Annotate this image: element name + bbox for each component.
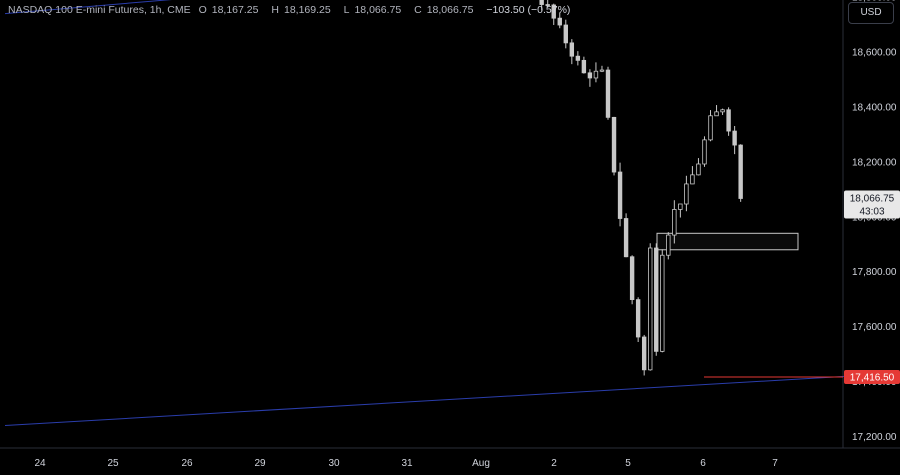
candle-body [738,144,743,199]
x-tick-label: 5 [625,458,631,469]
currency-button[interactable]: USD [848,2,894,24]
bar-countdown-label: 43:03 [859,206,884,217]
candle-body [563,24,568,44]
candle-body [696,163,701,176]
red-price-tag-2 [844,370,900,385]
y-tick-label: 18,800.00 [852,0,897,4]
candle-body [702,139,707,165]
x-tick-label: 7 [772,458,778,469]
candle-body [690,174,695,185]
y-tick-label: 17,800.00 [852,267,897,278]
y-tick-label: 17,200.00 [852,432,897,443]
last-price-tag [844,190,900,219]
candle-body [569,42,575,57]
high-value: 18,169.25 [283,4,331,16]
candle-body [593,70,599,79]
candle-body [708,115,713,141]
candle-body [732,130,737,146]
y-tick-label: 18,600.00 [852,48,897,59]
zone-box-3 [656,232,799,251]
candle-body [557,17,562,26]
x-tick-label: 25 [107,458,119,469]
candle-body [605,69,611,118]
red-price-label-2: 17,416.50 [850,373,895,384]
x-tick-label: 6 [700,458,706,469]
candle-body [587,72,593,79]
candle-body [660,254,665,352]
low-label: L [343,4,350,16]
candle-body [539,0,544,5]
candle-body [611,116,617,173]
candle-body [672,209,677,236]
candle-body [617,171,623,219]
candle-body [629,256,635,301]
candle-body [545,4,550,6]
last-price-label: 18,066.75 [850,193,895,204]
instrument-title: NASDAQ 100 E-mini Futures, 1h, CME [8,4,191,16]
candle-body [684,183,689,205]
low-value: 18,066.75 [354,4,402,16]
candle-body [599,69,605,72]
high-label: H [271,4,279,16]
x-tick-label: 30 [328,458,340,469]
y-tick-label: 17,600.00 [852,322,897,333]
candle-body [575,55,581,61]
candle-body [654,247,659,352]
candle-body [635,299,641,338]
x-tick-label: 29 [254,458,266,469]
change-value: −103.50 (−0.57%) [486,4,571,16]
candle-body [714,111,719,117]
candle-body [551,4,556,19]
x-tick-label: Aug [472,458,490,469]
open-label: O [198,4,207,16]
y-tick-label: 18,400.00 [852,102,897,113]
chart-header: NASDAQ 100 E-mini Futures, 1h, CME O 18,1… [8,4,575,16]
trendline-3 [4,375,850,427]
candle-body [678,203,683,210]
close-value: 18,066.75 [426,4,474,16]
candle-body [720,109,725,113]
candle-body [641,336,647,371]
y-tick-label: 18,200.00 [852,157,897,168]
candle-body [623,218,629,258]
x-tick-label: 26 [181,458,193,469]
trendline-2 [4,0,172,15]
candle-body [666,234,671,256]
close-label: C [414,4,422,16]
open-value: 18,167.25 [211,4,259,16]
candle-body [648,247,653,371]
candle-body [726,109,731,132]
candle-body [581,59,587,74]
x-tick-label: 2 [551,458,557,469]
x-tick-label: 24 [34,458,46,469]
x-tick-label: 31 [401,458,413,469]
